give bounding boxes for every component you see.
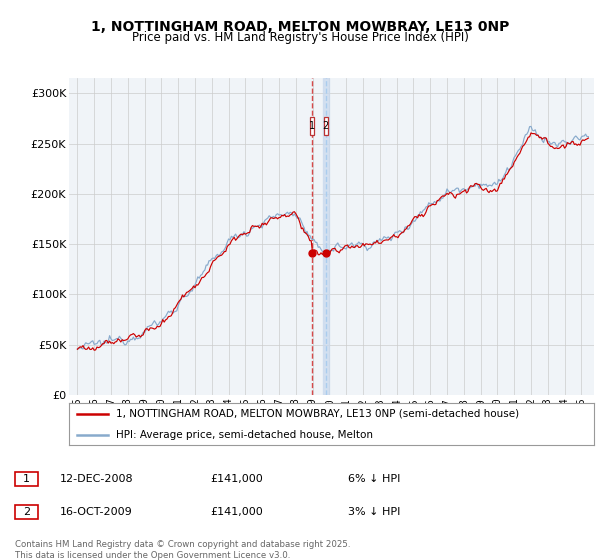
Text: HPI: Average price, semi-detached house, Melton: HPI: Average price, semi-detached house,… <box>116 430 373 440</box>
Text: 1, NOTTINGHAM ROAD, MELTON MOWBRAY, LE13 0NP: 1, NOTTINGHAM ROAD, MELTON MOWBRAY, LE13… <box>91 20 509 34</box>
Text: Price paid vs. HM Land Registry's House Price Index (HPI): Price paid vs. HM Land Registry's House … <box>131 31 469 44</box>
Text: £141,000: £141,000 <box>210 474 263 484</box>
Text: £141,000: £141,000 <box>210 507 263 517</box>
FancyBboxPatch shape <box>323 116 328 134</box>
Text: 1, NOTTINGHAM ROAD, MELTON MOWBRAY, LE13 0NP (semi-detached house): 1, NOTTINGHAM ROAD, MELTON MOWBRAY, LE13… <box>116 409 520 419</box>
Bar <box>323 78 329 395</box>
FancyBboxPatch shape <box>310 116 314 134</box>
Text: 16-OCT-2009: 16-OCT-2009 <box>60 507 133 517</box>
Text: 2: 2 <box>323 120 329 130</box>
Text: 3% ↓ HPI: 3% ↓ HPI <box>348 507 400 517</box>
Text: 1: 1 <box>309 120 315 130</box>
Text: 1: 1 <box>23 474 30 484</box>
Text: Contains HM Land Registry data © Crown copyright and database right 2025.
This d: Contains HM Land Registry data © Crown c… <box>15 540 350 559</box>
Text: 12-DEC-2008: 12-DEC-2008 <box>60 474 134 484</box>
Text: 2: 2 <box>23 507 30 517</box>
Text: 6% ↓ HPI: 6% ↓ HPI <box>348 474 400 484</box>
